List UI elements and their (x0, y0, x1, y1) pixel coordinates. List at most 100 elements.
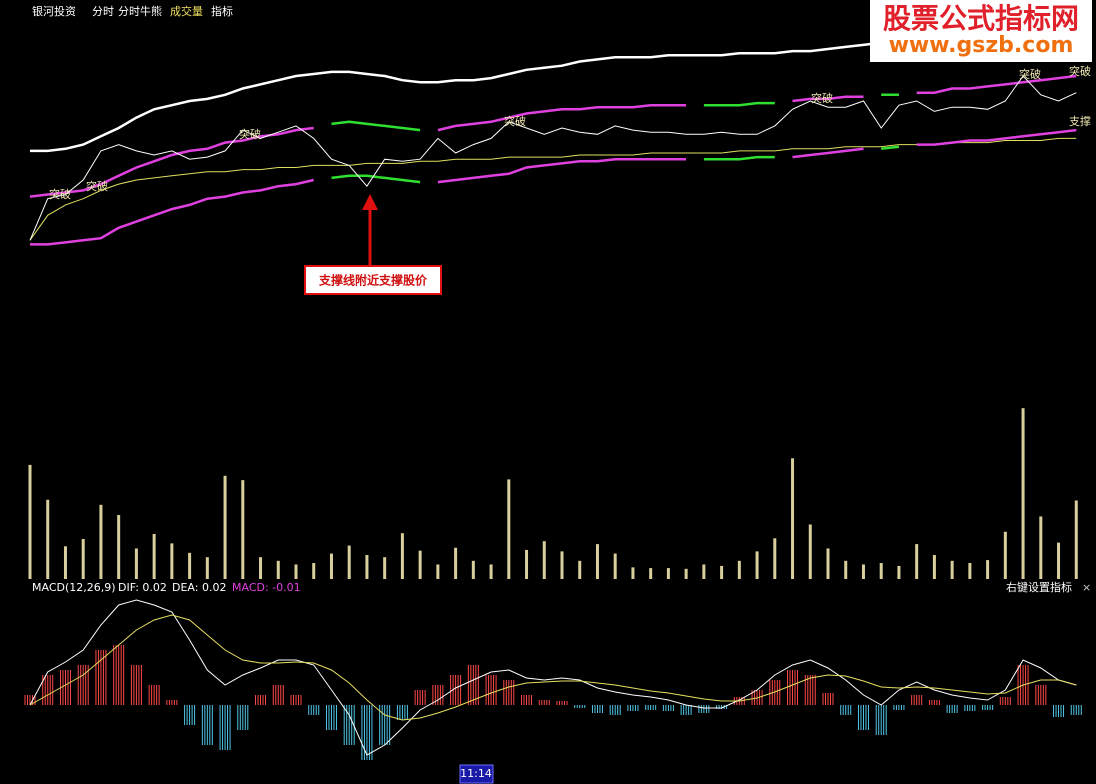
watermark-url: www.gszb.com (889, 33, 1074, 58)
volume-bar (1039, 516, 1043, 579)
close-button[interactable]: × (1082, 581, 1091, 594)
volume-bar (1003, 531, 1007, 579)
line (29, 137, 1077, 241)
volume-bar (684, 568, 688, 579)
volume-bar (915, 544, 919, 579)
line (29, 75, 1077, 241)
volume-bar (542, 541, 546, 579)
annotation: 突破 (239, 127, 261, 141)
volume-bar (46, 499, 50, 579)
line (331, 145, 900, 184)
volume-bar (81, 539, 85, 579)
volume-bar (1074, 500, 1078, 579)
annotation: 突破 (811, 91, 833, 105)
volume-bar (986, 560, 990, 579)
volume-bar (454, 547, 458, 579)
volume-bar (968, 563, 972, 579)
mark-layer (24, 31, 1082, 760)
volume-bar (897, 565, 901, 579)
volume-bar (1021, 408, 1025, 579)
volume-bar (702, 564, 706, 579)
volume-bar (932, 555, 936, 579)
volume-bar (720, 565, 724, 579)
volume-bar (241, 480, 245, 579)
volume-bar (276, 560, 280, 579)
annotation: 突破 (1069, 64, 1091, 78)
volume-bar (950, 560, 954, 579)
panel-hint[interactable]: 右键设置指标 (1006, 580, 1072, 594)
volume-bar (134, 548, 138, 579)
watermark-box (870, 0, 1092, 62)
cursor-label: 11:14 (460, 767, 492, 780)
legend-entry: DIF: 0.02 (118, 581, 167, 594)
legend-entry: DEA: 0.02 (172, 581, 226, 594)
volume-bar (649, 568, 653, 579)
volume-bar (507, 479, 511, 579)
annotation: 支撑 (1069, 114, 1091, 128)
volume-bar (152, 533, 156, 579)
volume-bar (205, 557, 209, 579)
legend-entry: MACD: -0.01 (232, 581, 301, 594)
volume-bar (489, 564, 493, 579)
header-tab[interactable]: 分时牛熊 (118, 4, 162, 18)
volume-bar (631, 567, 635, 579)
volume-bar (170, 543, 174, 579)
volume-bar (223, 475, 227, 579)
volume-bar (312, 563, 316, 579)
header-tab[interactable]: 指标 (211, 4, 233, 18)
volume-bar (595, 544, 599, 579)
volume-bar (844, 560, 848, 579)
volume-bar (117, 515, 121, 579)
line (30, 128, 1077, 246)
volume-bar (791, 458, 795, 579)
volume-bar (737, 560, 741, 579)
volume-bar (436, 564, 440, 579)
line (29, 74, 1077, 198)
callout-arrowhead (362, 194, 378, 210)
volume-bar (578, 560, 582, 579)
line (29, 614, 1077, 721)
indicator-title: MACD(12,26,9) (32, 581, 116, 594)
watermark-title: 股票公式指标网 (883, 2, 1079, 35)
line (331, 93, 899, 132)
volume-bar (28, 464, 32, 579)
volume-bar (383, 557, 387, 579)
volume-bar (294, 564, 298, 579)
volume-bar (755, 551, 759, 579)
volume-bar (861, 564, 865, 579)
line (29, 599, 1077, 756)
header-tab[interactable]: 分时 (92, 5, 114, 18)
volume-bar (808, 524, 812, 579)
volume-bar (560, 551, 564, 579)
header-tab[interactable]: 成交量 (170, 4, 203, 18)
volume-bar (63, 546, 67, 579)
annotation: 突破 (504, 114, 526, 128)
volume-bar (1057, 542, 1061, 579)
header-tab[interactable]: 银河投资 (32, 4, 76, 18)
volume-bar (613, 553, 617, 579)
label-layer: 银河投资 分时 分时牛熊 成交量 指标 右键设置指标 × 11:14 股票公式指… (32, 0, 1092, 784)
volume-bar (259, 557, 263, 579)
volume-bar (365, 555, 369, 579)
annotation: 突破 (1019, 67, 1041, 81)
volume-bar (773, 538, 777, 579)
volume-bar (666, 568, 670, 579)
volume-bar (329, 553, 333, 579)
volume-bar (471, 560, 475, 579)
volume-bar (418, 550, 422, 579)
annotation: 突破 (86, 179, 108, 193)
volume-bar (99, 504, 103, 579)
volume-bar (879, 563, 883, 579)
callout-text: 支撑线附近支撑股价 (318, 273, 428, 288)
cursor-box (459, 764, 494, 784)
volume-bar (347, 545, 351, 579)
volume-bar (188, 552, 192, 579)
volume-bar (400, 533, 404, 579)
annotation: 突破 (49, 187, 71, 201)
volume-bar (826, 548, 830, 579)
callout-box (304, 265, 442, 295)
volume-bar (525, 549, 529, 579)
